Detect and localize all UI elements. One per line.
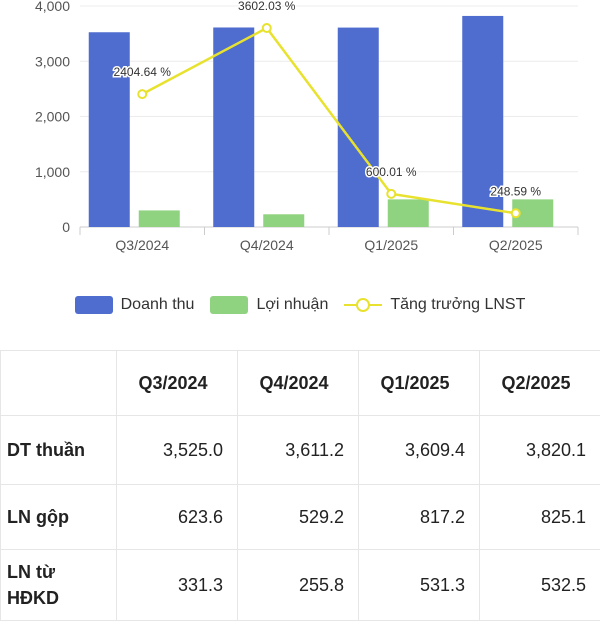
row-label: LN từ HĐKD xyxy=(1,550,117,621)
x-tick-label: Q3/2024 xyxy=(115,237,169,253)
table-cell: 825.1 xyxy=(480,485,600,550)
table-header-cell: Q1/2025 xyxy=(359,351,480,416)
legend-label-revenue: Doanh thu xyxy=(121,296,195,314)
bar-revenue xyxy=(213,27,254,227)
table-header-cell xyxy=(1,351,117,416)
table-cell: 3,820.1 xyxy=(480,416,600,485)
growth-point xyxy=(387,190,395,198)
legend-item-revenue[interactable]: Doanh thu xyxy=(75,296,195,314)
growth-data-label: 600.01 % xyxy=(366,165,417,179)
table-row: LN gộp 623.6 529.2 817.2 825.1 xyxy=(1,485,600,550)
legend-label-profit: Lợi nhuận xyxy=(256,296,328,314)
table-header-cell: Q3/2024 xyxy=(117,351,238,416)
bar-profit xyxy=(388,199,429,227)
financial-table: Q3/2024 Q4/2024 Q1/2025 Q2/2025 DT thuần… xyxy=(0,350,600,621)
growth-point xyxy=(512,209,520,217)
table-cell: 532.5 xyxy=(480,550,600,621)
table-header-cell: Q2/2025 xyxy=(480,351,600,416)
growth-point xyxy=(138,90,146,98)
combo-chart: 0 1,000 2,000 3,000 4,000 Q3/2024 Q4/2024 Q1/20… xyxy=(0,0,600,290)
bar-profit xyxy=(263,214,304,227)
y-tick-label: 2,000 xyxy=(35,109,70,125)
legend-swatch-revenue xyxy=(75,296,113,314)
bar-revenue xyxy=(338,28,379,227)
x-tick-label: Q1/2025 xyxy=(364,237,418,253)
growth-data-label: 3602.03 % xyxy=(238,0,296,13)
x-tick-label: Q2/2025 xyxy=(489,237,543,253)
row-label: DT thuần xyxy=(1,416,117,485)
table-cell: 255.8 xyxy=(238,550,359,621)
table-cell: 3,609.4 xyxy=(359,416,480,485)
table-row: LN từ HĐKD 331.3 255.8 531.3 532.5 xyxy=(1,550,600,621)
row-label: LN gộp xyxy=(1,485,117,550)
table-cell: 331.3 xyxy=(117,550,238,621)
legend-swatch-profit xyxy=(210,296,248,314)
growth-data-label: 2404.64 % xyxy=(114,65,172,79)
x-tick-label: Q4/2024 xyxy=(240,237,294,253)
growth-point xyxy=(263,24,271,32)
y-tick-label: 0 xyxy=(62,219,70,235)
legend-swatch-growth xyxy=(344,296,382,314)
table-cell: 623.6 xyxy=(117,485,238,550)
bar-revenue xyxy=(89,32,130,227)
table-cell: 3,525.0 xyxy=(117,416,238,485)
table-row: DT thuần 3,525.0 3,611.2 3,609.4 3,820.1 xyxy=(1,416,600,485)
table-cell: 531.3 xyxy=(359,550,480,621)
legend-item-profit[interactable]: Lợi nhuận xyxy=(210,296,328,314)
y-tick-label: 4,000 xyxy=(35,0,70,14)
table-cell: 529.2 xyxy=(238,485,359,550)
y-tick-label: 1,000 xyxy=(35,164,70,180)
legend-label-growth: Tăng trưởng LNST xyxy=(390,296,525,314)
chart-legend: Doanh thu Lợi nhuận Tăng trưởng LNST xyxy=(0,296,600,314)
table-cell: 817.2 xyxy=(359,485,480,550)
y-tick-label: 3,000 xyxy=(35,53,70,69)
bar-profit xyxy=(139,210,180,227)
table-header-cell: Q4/2024 xyxy=(238,351,359,416)
table-header-row: Q3/2024 Q4/2024 Q1/2025 Q2/2025 xyxy=(1,351,600,416)
legend-item-growth[interactable]: Tăng trưởng LNST xyxy=(344,296,525,314)
table-cell: 3,611.2 xyxy=(238,416,359,485)
growth-data-label: 248.59 % xyxy=(490,184,541,198)
growth-line xyxy=(142,28,516,213)
